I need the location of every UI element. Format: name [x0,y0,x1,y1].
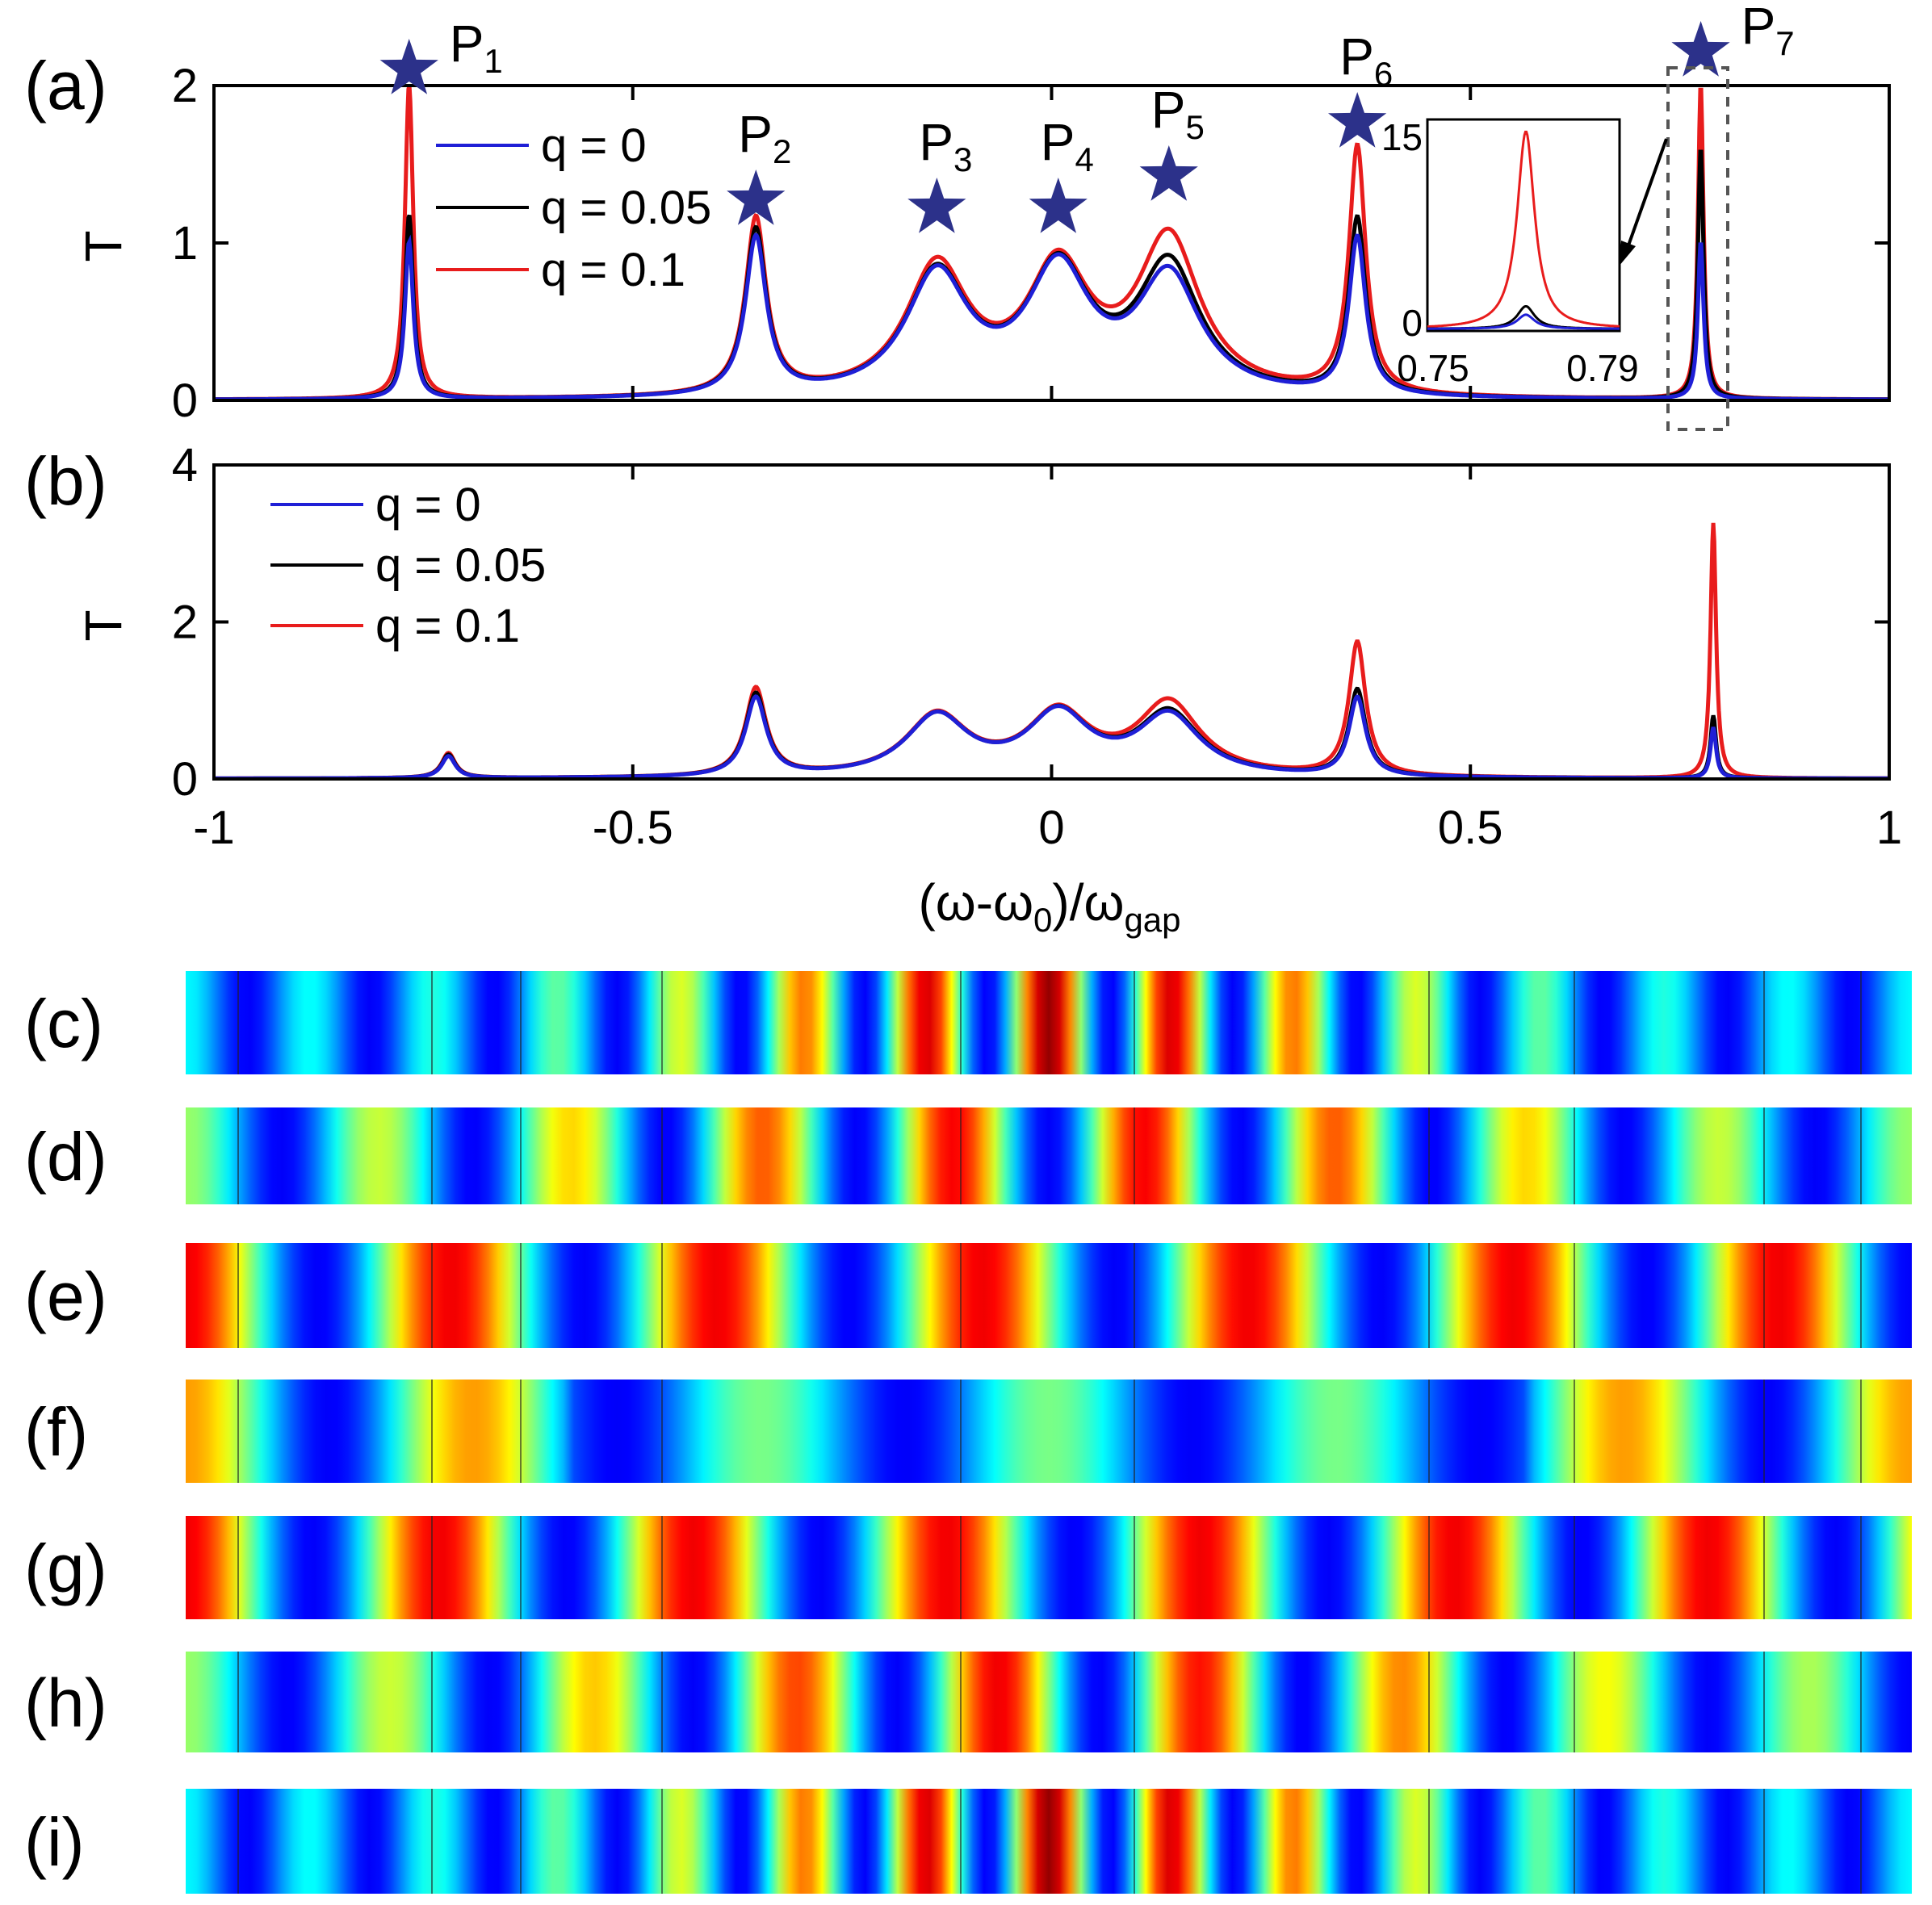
peak-label-4: P4 [1041,113,1094,178]
peak-label-3: P3 [919,113,972,178]
peak-label-2: P2 [738,105,791,170]
field-map-h [186,1652,1912,1752]
panel-label-c: (c) [24,986,103,1061]
b-xtick-label-4: 1 [1876,802,1902,854]
peak-star-3 [907,178,966,233]
peak-label-6: P6 [1339,27,1393,93]
panel-label-e: (e) [24,1258,107,1334]
a-ytick-label-2: 2 [172,60,198,112]
inset-ytick-bottom: 0 [1402,302,1423,344]
panel-label-g: (g) [24,1530,107,1606]
b-ytick-label-0: 0 [172,753,198,806]
a-xtickmarks [212,86,1891,400]
legend-b-label-2: q = 0.1 [375,600,520,652]
b-xticks: -1 -0.5 0 0.5 1 [193,465,1902,854]
b-yticks: 0 2 4 [172,439,1889,806]
panel-label-i: (i) [24,1804,85,1880]
panel-label-h: (h) [24,1665,107,1741]
peak-star-1 [379,39,438,94]
field-map-f [186,1380,1912,1483]
a-series [214,85,1890,402]
inset-frame [1426,118,1621,333]
peak-label-7: P7 [1741,0,1795,62]
legend-b-label-1: q = 0.05 [375,539,546,592]
inset-series-0 [1427,313,1620,330]
legend-b: q = 0 q = 0.05 q = 0.1 [270,479,546,652]
zoom-box [1666,66,1729,431]
peak-label-1: P1 [450,15,503,80]
b-xtick-label-2: 0 [1038,802,1064,854]
peak-star-6 [1328,92,1387,148]
peak-label-5: P5 [1151,81,1205,146]
xlabel-b: (ω-ω0)/ωgap [918,873,1180,939]
b-ytick-label-2: 4 [172,439,198,492]
b-xtick-label-0: -1 [193,802,235,854]
legend-a-label-2: q = 0.1 [541,244,685,296]
peak-star-7 [1671,21,1730,77]
inset-arrow-head [1619,241,1636,266]
field-map-d [186,1107,1912,1204]
b-xtick-label-1: -0.5 [593,802,673,854]
peak-star-5 [1139,145,1198,201]
panel-label-d: (d) [24,1119,107,1195]
panel-label-f: (f) [24,1394,88,1470]
legend-a: q = 0 q = 0.05 q = 0.1 [436,119,711,296]
field-maps: (c) (d) (e) (f) (g) (h) (i) [24,971,1912,1894]
inset-xtick-left: 0.75 [1397,347,1469,389]
a-ytick-label-1: 1 [172,217,198,270]
panel-label-b: (b) [24,443,107,519]
inset-ytick-top: 15 [1381,116,1423,158]
peak-markers: P1 P2 P3 P4 P5 P6 P7 [379,0,1795,233]
field-map-i [186,1789,1912,1894]
inset-arrow-line [1623,138,1668,257]
inset-xtick-right: 0.79 [1566,347,1639,389]
legend-a-label-0: q = 0 [541,119,647,172]
panel-b: (b) T 0 2 4 -1 -0.5 0 0.5 1 q = 0 q = 0.05 q =… [24,439,1902,939]
peak-star-4 [1029,178,1088,233]
panel-label-a: (a) [24,48,107,124]
b-xtick-label-3: 0.5 [1438,802,1503,854]
inset-series-2 [1427,130,1620,329]
field-map-c [186,971,1912,1074]
field-map-g [186,1516,1912,1619]
a-ytick-label-0: 0 [172,375,198,427]
peak-star-2 [727,170,786,225]
legend-b-label-0: q = 0 [375,479,481,531]
ylabel-a: T [74,230,132,262]
field-map-e [186,1243,1912,1348]
inset-series [1427,130,1620,330]
legend-a-label-1: q = 0.05 [541,182,711,234]
inset-plot: 15 0 0.75 0.79 [1381,116,1668,389]
b-ytick-label-1: 2 [172,597,198,649]
ylabel-b: T [74,609,132,641]
a-series-0 [214,232,1889,402]
